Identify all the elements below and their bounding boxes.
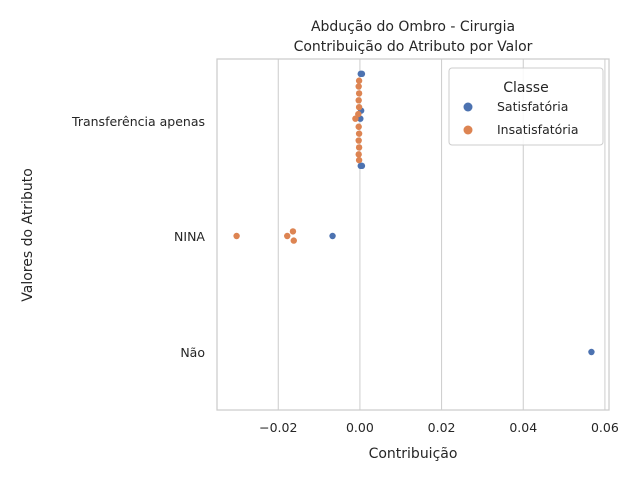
point-satisfatoria [329, 232, 336, 240]
point-insatisfatoria [355, 123, 362, 130]
y-ticks: Transferência apenas NINA Não [71, 114, 205, 360]
y-tick-label: Não [180, 345, 205, 360]
point-insatisfatoria [355, 77, 363, 84]
point-insatisfatoria [284, 232, 291, 240]
legend: Classe Satisfatória Insatisfatória [448, 67, 604, 146]
legend-marker-satisfatoria [463, 102, 473, 112]
y-axis-label: Valores do Atributo [20, 168, 36, 302]
point-insatisfatoria [355, 104, 363, 111]
point-insatisfatoria [352, 115, 359, 122]
point-satisfatoria [588, 348, 595, 356]
y-tick-label: NINA [174, 229, 205, 244]
plot-area-border [216, 58, 610, 411]
legend-title: Classe [503, 80, 548, 96]
x-ticks: −0.02 0.00 0.02 0.04 0.06 [259, 420, 619, 435]
point-insatisfatoria [355, 144, 363, 151]
x-tick-label: 0.00 [346, 420, 374, 435]
point-insatisfatoria [355, 97, 362, 104]
point-insatisfatoria [355, 137, 362, 144]
legend-marker-insatisfatoria [463, 125, 473, 135]
point-insatisfatoria [290, 237, 297, 244]
legend-label-insatisfatoria: Insatisfatória [497, 122, 579, 137]
point-insatisfatoria [355, 151, 362, 158]
x-tick-label: 0.06 [591, 420, 619, 435]
points-layer [233, 70, 595, 356]
x-tick-label: 0.04 [509, 420, 537, 435]
point-satisfatoria [358, 162, 366, 170]
y-tick-label: Transferência apenas [71, 114, 205, 129]
x-tick-label: 0.02 [428, 420, 456, 435]
point-insatisfatoria [355, 130, 363, 137]
legend-label-satisfatoria: Satisfatória [497, 99, 568, 114]
point-insatisfatoria [233, 232, 240, 240]
chart-title-line1: Abdução do Ombro - Cirurgia [311, 19, 515, 35]
x-axis-label: Contribuição [369, 446, 458, 462]
point-insatisfatoria [355, 156, 363, 164]
chart-title-line2: Contribuição do Atributo por Valor [294, 39, 533, 55]
point-insatisfatoria [355, 83, 362, 90]
legend-box [448, 67, 604, 146]
x-tick-label: −0.02 [259, 420, 297, 435]
point-insatisfatoria [355, 90, 363, 97]
point-insatisfatoria [355, 110, 362, 118]
point-insatisfatoria [289, 228, 297, 235]
point-satisfatoria [358, 70, 366, 78]
